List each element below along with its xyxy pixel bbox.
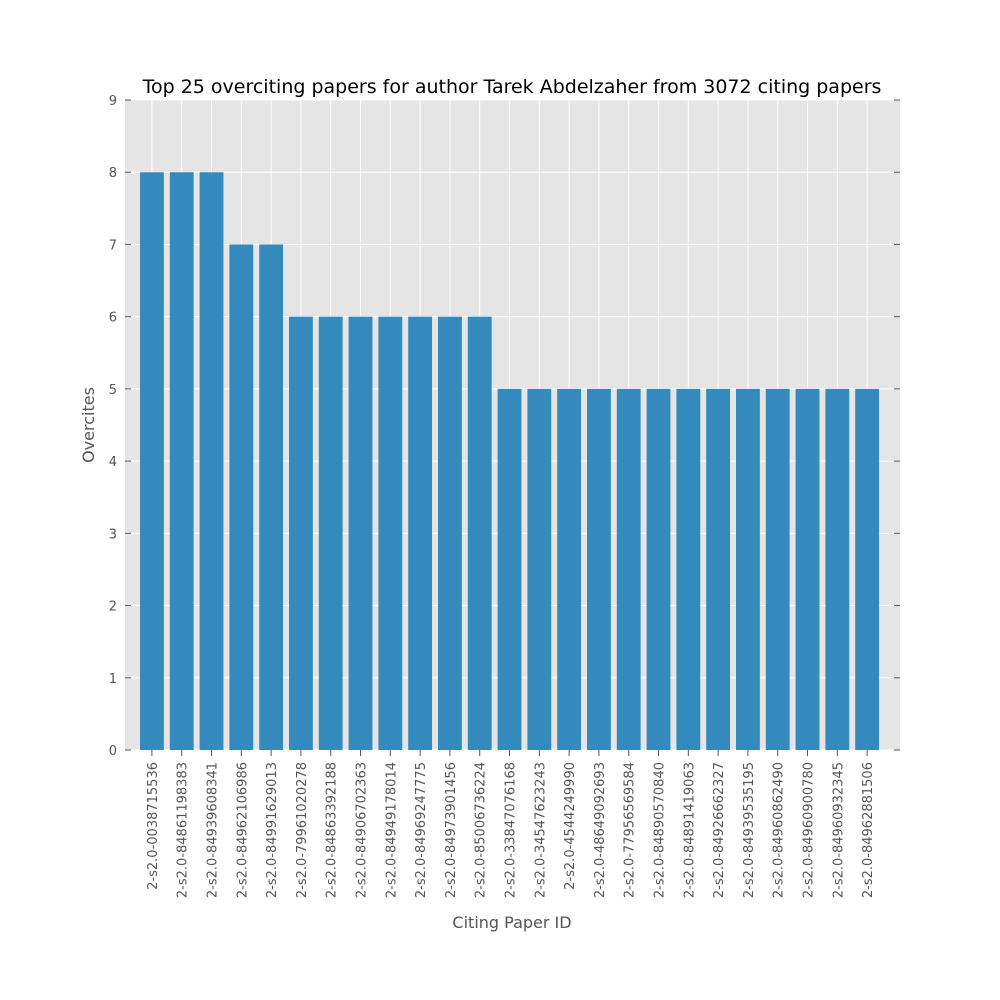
y-tick-label: 0 bbox=[109, 744, 117, 759]
x-tick-label: 2-s2.0-84926662327 bbox=[712, 762, 727, 898]
bar bbox=[378, 316, 403, 750]
y-tick-label: 9 bbox=[109, 94, 117, 109]
bar bbox=[289, 316, 313, 750]
bar bbox=[646, 388, 671, 750]
x-tick-label: 2-s2.0-34547623243 bbox=[533, 762, 548, 898]
x-tick-label: 2-s2.0-84962881506 bbox=[861, 762, 876, 898]
x-tick-label: 2-s2.0-85006736224 bbox=[474, 762, 489, 898]
x-tick-label: 2-s2.0-84962106986 bbox=[235, 762, 250, 898]
x-tick-label: 2-s2.0-84906702363 bbox=[355, 762, 370, 898]
x-tick-label: 2-s2.0-84960900780 bbox=[802, 762, 817, 898]
bar bbox=[527, 388, 552, 750]
x-tick-label: 2-s2.0-4544249990 bbox=[563, 762, 578, 890]
x-tick-label: 2-s2.0-79961020278 bbox=[295, 762, 310, 898]
bar bbox=[557, 388, 582, 750]
x-tick-labels: 2-s2.0-0038715536 2-s2.0-84861198383 2-s2.… bbox=[146, 762, 876, 898]
x-tick-label: 2-s2.0-84891419063 bbox=[682, 762, 697, 898]
bar bbox=[140, 172, 164, 750]
y-tick-label: 1 bbox=[109, 672, 117, 687]
x-tick-label: 2-s2.0-33847076168 bbox=[504, 762, 519, 898]
bar bbox=[348, 316, 373, 750]
x-tick-label: 2-s2.0-0038715536 bbox=[146, 762, 161, 890]
x-tick-label: 2-s2.0-84960932345 bbox=[831, 762, 846, 898]
x-tick-label: 2-s2.0-84969247775 bbox=[414, 762, 429, 898]
bar bbox=[706, 388, 731, 750]
bar bbox=[438, 316, 462, 750]
y-tick-labels: 0 1 2 3 4 5 6 7 8 9 bbox=[109, 94, 117, 759]
bar bbox=[765, 388, 790, 750]
tick-marks bbox=[125, 99, 900, 756]
x-tick-label: 2-s2.0-84890570840 bbox=[653, 762, 668, 898]
bar bbox=[587, 388, 611, 750]
bar bbox=[795, 388, 820, 750]
x-tick-label: 2-s2.0-84939608341 bbox=[206, 762, 221, 898]
y-tick-label: 8 bbox=[109, 166, 117, 181]
bar bbox=[259, 244, 284, 750]
chart-title: Top 25 overciting papers for author Tare… bbox=[142, 76, 882, 98]
x-tick-label: 2-s2.0-84991629013 bbox=[265, 762, 280, 898]
bar bbox=[169, 172, 194, 750]
x-axis-label: Citing Paper ID bbox=[452, 913, 571, 932]
bars bbox=[140, 172, 880, 750]
bar bbox=[467, 316, 492, 750]
x-tick-label: 2-s2.0-84960862490 bbox=[772, 762, 787, 898]
bar bbox=[318, 316, 343, 750]
y-tick-label: 6 bbox=[109, 311, 117, 326]
bar bbox=[408, 316, 433, 750]
y-tick-label: 4 bbox=[109, 455, 117, 470]
y-tick-label: 2 bbox=[109, 600, 117, 615]
y-tick-label: 3 bbox=[109, 527, 117, 542]
bar bbox=[497, 388, 522, 750]
x-tick-label: 2-s2.0-84939535195 bbox=[742, 762, 757, 898]
x-tick-label: 2-s2.0-77956569584 bbox=[623, 762, 638, 898]
bar bbox=[616, 388, 641, 750]
x-tick-label: 2-s2.0-84949178014 bbox=[384, 762, 399, 898]
x-tick-label: 2-s2.0-84861198383 bbox=[176, 762, 191, 898]
bar bbox=[676, 388, 701, 750]
y-axis-label: Overcites bbox=[79, 387, 98, 463]
y-tick-label: 7 bbox=[109, 238, 117, 253]
y-tick-label: 5 bbox=[109, 383, 117, 398]
bar bbox=[825, 388, 850, 750]
bar bbox=[855, 388, 880, 750]
bar bbox=[229, 244, 254, 750]
x-tick-label: 2-s2.0-48649092693 bbox=[593, 762, 608, 898]
x-tick-label: 2-s2.0-84863392188 bbox=[325, 762, 340, 898]
x-tick-label: 2-s2.0-84973901456 bbox=[444, 762, 459, 898]
bar bbox=[736, 388, 760, 750]
bar bbox=[199, 172, 224, 750]
